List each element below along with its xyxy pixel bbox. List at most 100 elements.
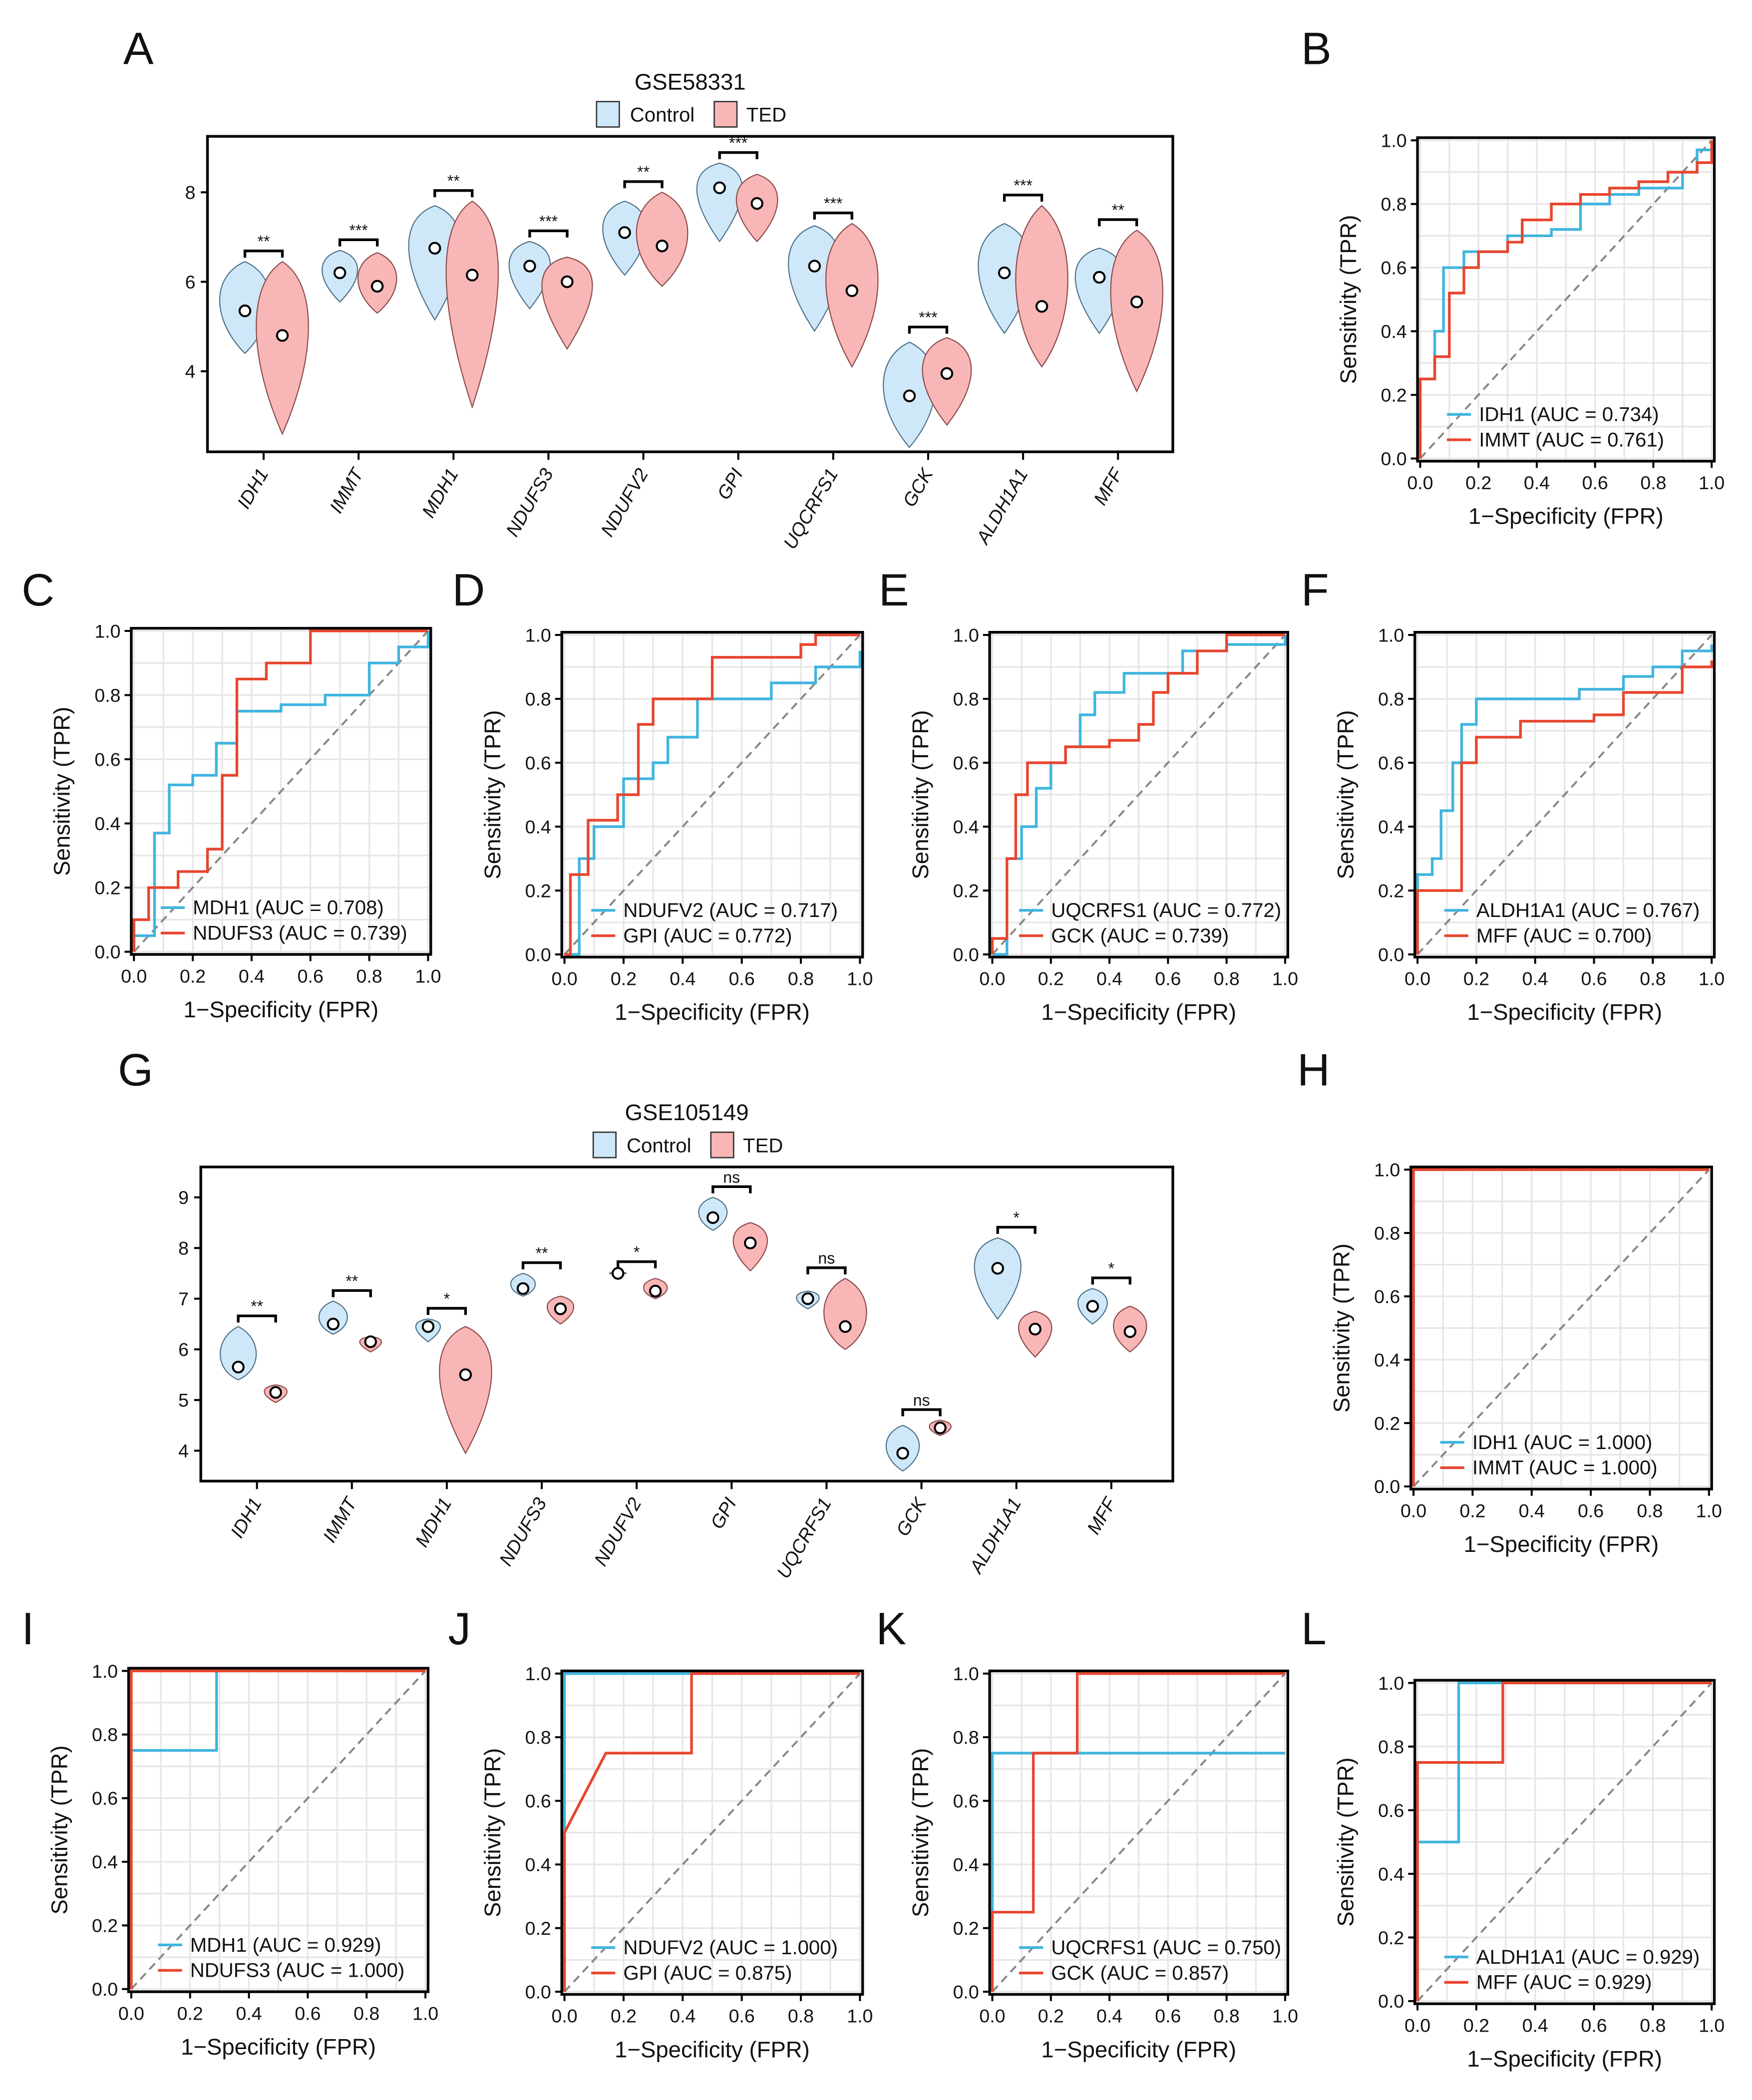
significance-bracket	[901, 1408, 942, 1417]
median-point	[1123, 1325, 1137, 1338]
x-tick-label: 0.0	[979, 2006, 1005, 2027]
x-tick-label: 0.2	[1463, 2015, 1489, 2036]
x-tick-label: 0.2	[1038, 968, 1064, 989]
x-tick-label: 1.0	[847, 968, 873, 989]
plot-frame	[988, 1669, 1289, 1996]
legend-entry: TED	[743, 1134, 783, 1157]
violin-ted-MFF	[1110, 230, 1163, 393]
diagonal-reference-line	[564, 1673, 861, 1993]
significance-bracket	[332, 1289, 372, 1297]
plot-frame	[1416, 136, 1716, 463]
y-tick-label: 0.8	[94, 685, 120, 706]
roc-curve-GPI	[563, 1672, 860, 1992]
y-tick-label: 1.0	[525, 624, 551, 645]
diagonal-reference-line	[133, 630, 429, 953]
x-tick-label: 0.0	[1404, 2015, 1430, 2036]
x-tick-label: 0.0	[121, 965, 147, 986]
x-tick-label: IDH1	[226, 1494, 266, 1541]
x-tick-label: 1.0	[847, 2006, 873, 2027]
significance-bracket	[996, 1225, 1037, 1234]
significance-label: **	[637, 163, 650, 181]
panel-B: B IDH1 (AUC = 0.734)IMMT (AUC = 0.761) 0.0…	[1301, 24, 1725, 529]
panel-letter: B	[1301, 24, 1332, 74]
x-tick-label: 1.0	[1272, 968, 1298, 989]
y-tick-label: 0.6	[525, 752, 551, 773]
median-point	[1092, 271, 1106, 284]
x-tick-label: 1.0	[1696, 1500, 1722, 1521]
median-point	[1086, 1300, 1099, 1313]
y-tick-label: 0.2	[953, 1918, 979, 1939]
y-tick-label: 7	[178, 1288, 189, 1309]
legend-entry: TED	[746, 104, 786, 126]
significance-label: *	[1108, 1259, 1115, 1277]
y-tick-label: 0.4	[1381, 321, 1407, 342]
legend-swatch-control	[592, 1131, 617, 1159]
x-tick-label: 0.0	[1407, 472, 1433, 493]
violin-control-IDH1	[220, 1326, 257, 1381]
legend-swatch-ted	[713, 101, 738, 128]
x-tick-label: 0.2	[1459, 1500, 1485, 1521]
significance-label: **	[447, 172, 460, 190]
x-tick-label: 0.6	[298, 965, 324, 986]
significance-bracket	[426, 1307, 467, 1315]
x-tick-label: 0.4	[1519, 1500, 1545, 1521]
violin-ted-NDUFV2	[636, 192, 689, 287]
median-point	[750, 197, 763, 210]
median-point	[1029, 1322, 1042, 1336]
y-tick-label: 0.2	[92, 1915, 118, 1936]
panel-A: A GSE58331 Control TED ** IDH1 *** IMMT ** MDH1 **…	[123, 24, 1174, 553]
x-tick-label: 0.6	[1155, 968, 1181, 989]
y-tick-label: 0.6	[953, 752, 979, 773]
x-tick-label: NDUFS3	[495, 1494, 550, 1569]
violin-ted-NDUFS3	[541, 257, 593, 350]
y-tick-label: 0.6	[92, 1788, 118, 1809]
legend-entry: IDH1 (AUC = 1.000)	[1472, 1431, 1652, 1454]
y-tick-label: 0.6	[1374, 1286, 1400, 1307]
y-tick-label: 0.0	[525, 1981, 551, 2002]
median-point	[713, 181, 726, 194]
x-tick-label: 1.0	[415, 965, 441, 986]
median-point	[618, 226, 631, 239]
y-tick-label: 0.8	[1378, 688, 1404, 709]
violin-ted-GCK	[922, 337, 972, 426]
significance-label: *	[444, 1290, 450, 1308]
panel-letter: K	[876, 1604, 907, 1654]
y-tick-label: 0.0	[1374, 1476, 1400, 1497]
x-tick-label: 0.4	[670, 2006, 696, 2027]
median-point	[364, 1335, 377, 1348]
median-point	[421, 1320, 435, 1333]
y-tick-label: 0.8	[92, 1724, 118, 1745]
median-point	[808, 260, 821, 273]
y-tick-label: 0.4	[1378, 1863, 1404, 1884]
y-tick-label: 0.6	[525, 1791, 551, 1811]
significance-label: **	[536, 1244, 548, 1262]
roc-curve-NDUFV2	[564, 651, 862, 956]
diagonal-reference-line	[1416, 634, 1713, 955]
diagonal-reference-line	[1412, 1169, 1710, 1488]
x-axis-label: 1−Specificity (FPR)	[1041, 999, 1236, 1025]
x-tick-label: NDUFV2	[590, 1494, 645, 1569]
significance-label: *	[634, 1243, 640, 1261]
violin-ted-MDH1	[439, 1326, 492, 1455]
panel-J: J NDUFV2 (AUC = 1.000) GPI (AUC = 0.875) 0.…	[448, 1604, 873, 2062]
median-point	[370, 280, 384, 293]
median-point	[903, 389, 916, 402]
legend-entry: NDUFV2 (AUC = 1.000)	[623, 1936, 838, 1959]
legend-entry: GCK (AUC = 0.857)	[1051, 1962, 1229, 1984]
significance-bracket	[711, 1185, 752, 1194]
roc-curve-GCK	[991, 633, 1285, 955]
x-tick-label: 0.2	[177, 2003, 203, 2024]
x-tick-label: 0.0	[1401, 1500, 1426, 1521]
y-tick-label: 0.6	[1378, 1800, 1404, 1821]
legend-entry: ALDH1A1 (AUC = 0.929)	[1476, 1946, 1700, 1968]
median-point	[523, 260, 536, 273]
y-tick-label: 0.0	[1381, 448, 1407, 469]
x-tick-label: 1.0	[1699, 2015, 1725, 2036]
legend-entry: NDUFV2 (AUC = 0.717)	[623, 899, 838, 921]
significance-label: ns	[818, 1249, 835, 1267]
significance-bracket	[237, 1314, 277, 1323]
x-tick-label: 1.0	[412, 2003, 438, 2024]
y-axis-label: Sensitivity (TPR)	[1333, 710, 1359, 880]
